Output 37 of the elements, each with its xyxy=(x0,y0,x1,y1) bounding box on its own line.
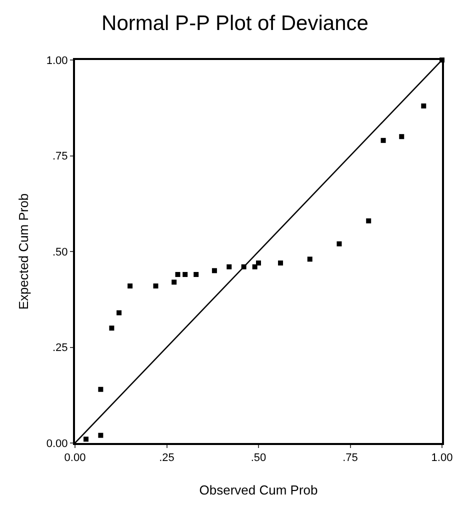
y-tick-label: 0.00 xyxy=(46,438,68,450)
y-axis-title: Expected Cum Prob xyxy=(16,193,31,310)
point xyxy=(182,272,188,277)
x-tick-label: 1.00 xyxy=(431,452,453,464)
point xyxy=(256,260,261,266)
x-tick-label: .75 xyxy=(342,452,358,464)
point xyxy=(175,272,180,277)
point xyxy=(98,432,104,438)
point xyxy=(116,310,122,316)
y-tick-label: .75 xyxy=(52,150,68,163)
chart-title: Normal P-P Plot of Deviance xyxy=(102,12,368,36)
point xyxy=(421,103,426,108)
x-tick-label: .50 xyxy=(250,452,266,464)
point xyxy=(278,260,284,266)
point xyxy=(226,264,232,270)
point xyxy=(128,283,133,288)
y-tick-label: .50 xyxy=(52,246,68,258)
point xyxy=(194,272,199,277)
point xyxy=(241,264,246,270)
point xyxy=(307,256,312,262)
point xyxy=(98,386,104,392)
point xyxy=(399,134,404,140)
point xyxy=(440,58,444,62)
point xyxy=(109,326,114,331)
x-tick-label: .25 xyxy=(159,452,174,464)
y-tick-label: .25 xyxy=(52,342,68,354)
x-axis-title: Observed Cum Prob xyxy=(199,482,318,498)
point xyxy=(84,436,89,442)
point xyxy=(366,218,372,224)
point xyxy=(380,138,386,143)
point xyxy=(252,264,258,270)
y-tick-label: 1.00 xyxy=(46,54,68,67)
point xyxy=(212,268,217,274)
point xyxy=(172,280,177,285)
point xyxy=(336,241,342,246)
point xyxy=(153,283,158,288)
x-tick-label: 0.00 xyxy=(64,452,86,464)
